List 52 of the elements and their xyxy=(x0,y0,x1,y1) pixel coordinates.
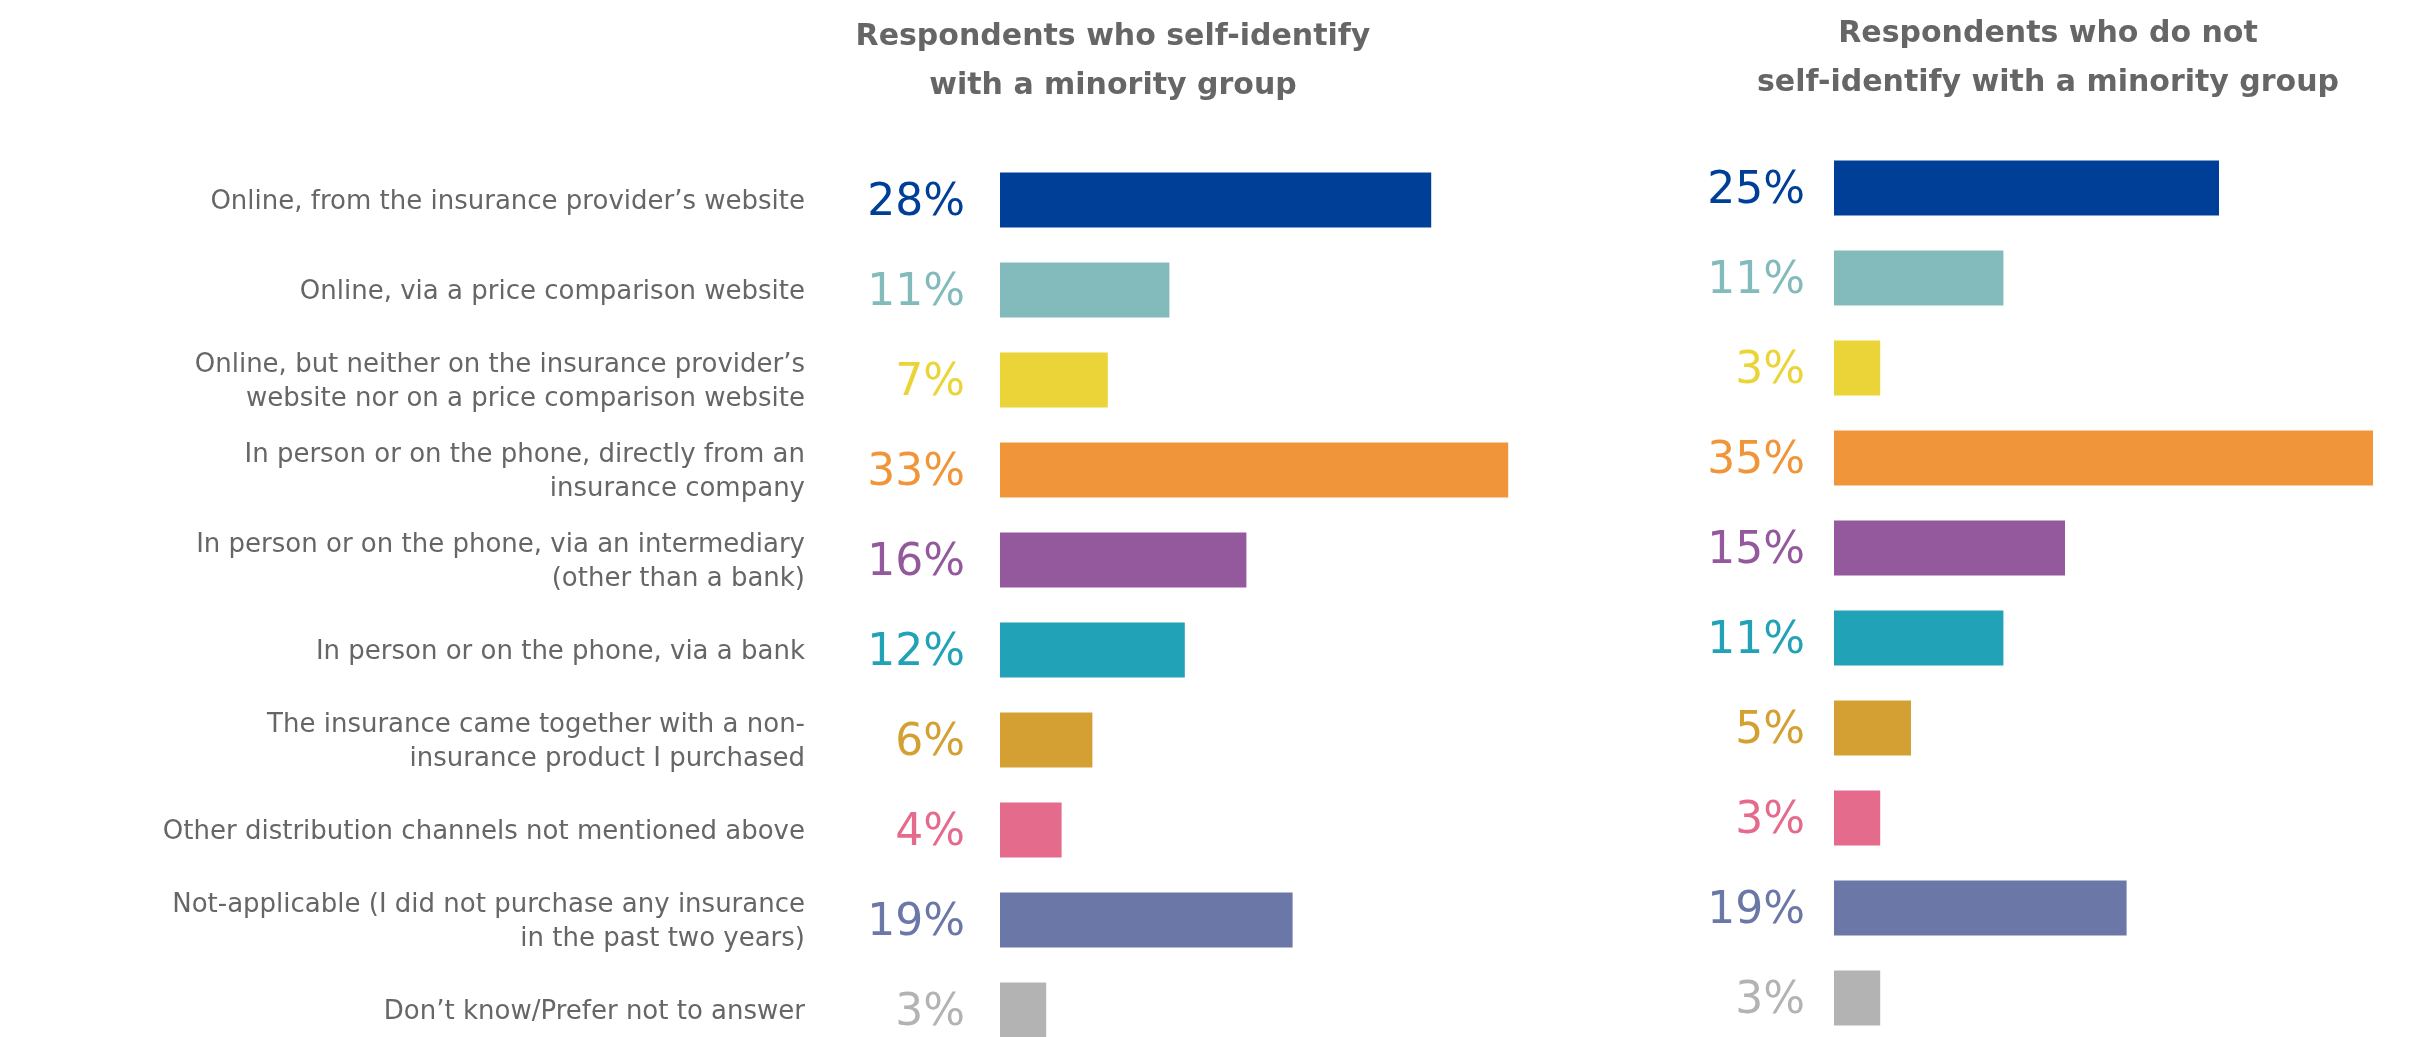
data-label: 15% xyxy=(1707,522,1805,574)
bar xyxy=(1834,430,2373,486)
y-tick-label: In person or on the phone, via an intermediary (other than a bank) xyxy=(196,528,805,593)
y-tick-label: Not-applicable (I did not purchase any insurance in the past two years) xyxy=(172,888,805,953)
bar xyxy=(1000,352,1108,408)
data-label: 11% xyxy=(867,264,965,316)
bar xyxy=(1000,802,1062,858)
bar xyxy=(1834,160,2219,216)
bar xyxy=(1834,340,1881,396)
bar xyxy=(1834,970,1881,1026)
bar xyxy=(1000,532,1247,588)
y-tick-label: The insurance came together with a non- insurance product I purchased xyxy=(266,708,805,773)
data-label: 19% xyxy=(867,894,965,946)
bar xyxy=(1000,712,1093,768)
y-tick-label: Online, from the insurance provider’s website xyxy=(210,185,805,216)
bar xyxy=(1000,262,1170,318)
data-label: 16% xyxy=(867,534,965,586)
bar xyxy=(1000,172,1432,228)
y-tick-label: Online, but neither on the insurance provider’s website nor on a price comparison website xyxy=(194,348,805,413)
bar xyxy=(1834,790,1881,846)
bar xyxy=(1834,250,2004,306)
data-label: 11% xyxy=(1707,252,1805,304)
bar xyxy=(1834,880,2127,936)
data-label: 19% xyxy=(1707,882,1805,934)
y-tick-label: Other distribution channels not mentioned above xyxy=(162,815,805,846)
data-label: 12% xyxy=(867,624,965,676)
data-label: 35% xyxy=(1707,432,1805,484)
data-label: 6% xyxy=(895,714,965,766)
bar xyxy=(1834,520,2065,576)
bar xyxy=(1000,442,1509,498)
chart-title: Respondents who do not self-identify with a minority group xyxy=(1756,13,2340,98)
data-label: 33% xyxy=(867,444,965,496)
chart-title: Respondents who self-identify with a minority group xyxy=(855,16,1371,101)
y-tick-label: Don’t know/Prefer not to answer xyxy=(383,995,806,1026)
bar xyxy=(1834,700,1911,756)
data-label: 3% xyxy=(1735,342,1805,394)
data-label: 3% xyxy=(1735,792,1805,844)
data-label: 3% xyxy=(1735,972,1805,1024)
bar xyxy=(1000,892,1293,948)
bar xyxy=(1000,622,1185,678)
bar xyxy=(1000,982,1047,1037)
y-tick-label: Online, via a price comparison website xyxy=(299,275,805,306)
y-tick-label: In person or on the phone, directly from an insurance company xyxy=(244,438,805,503)
data-label: 28% xyxy=(867,174,965,226)
data-label: 3% xyxy=(895,984,965,1036)
data-label: 25% xyxy=(1707,162,1805,214)
data-label: 7% xyxy=(895,354,965,406)
data-label: 5% xyxy=(1735,702,1805,754)
y-tick-label: In person or on the phone, via a bank xyxy=(315,635,805,666)
bar xyxy=(1834,610,2004,666)
data-label: 4% xyxy=(895,804,965,856)
data-label: 11% xyxy=(1707,612,1805,664)
